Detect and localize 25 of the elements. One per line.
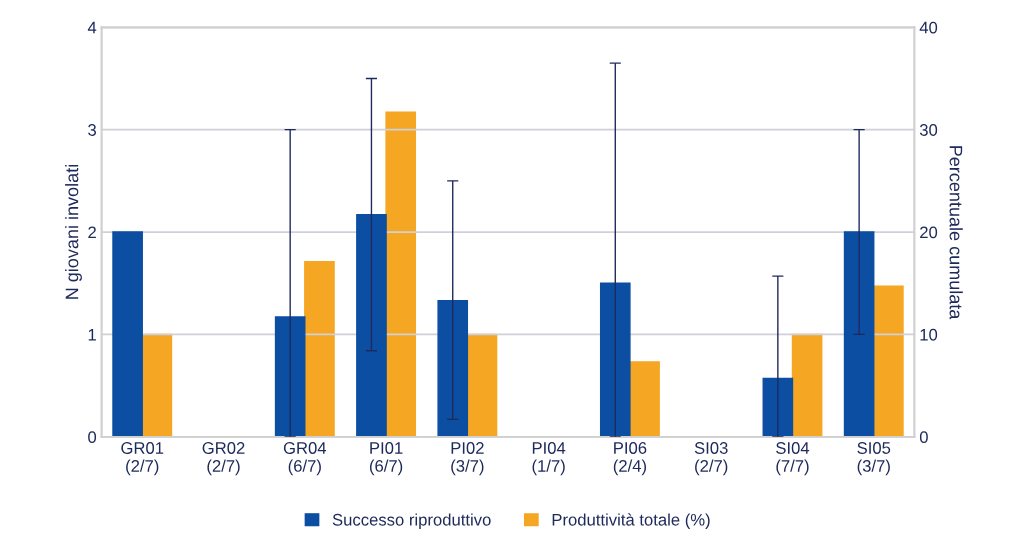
y-tick-label: 0 <box>88 431 97 443</box>
x-tick-label: SI04 (7/7) <box>776 442 810 476</box>
y2-tick-label: 40 <box>919 21 938 34</box>
x-tick-label: PI01 (6/7) <box>369 442 403 476</box>
y-tick-label: 3 <box>88 124 97 136</box>
y2-axis-title: Percentuale cumulata <box>949 146 963 320</box>
x-tick-label: PI04 (1/7) <box>532 442 566 476</box>
y2-tick-label: 10 <box>920 328 938 341</box>
legend-label: Successo riproduttivo <box>332 513 491 529</box>
y2-tick-label: 20 <box>920 226 938 239</box>
x-tick-label: GR01 (2/7) <box>121 442 164 476</box>
x-tick-label: SI05 (3/7) <box>857 442 891 476</box>
x-tick-label: GR04 (6/7) <box>283 442 327 476</box>
legend-label: Produttività totale (%) <box>552 513 710 529</box>
y2-tick-label: 30 <box>919 124 938 136</box>
y-tick-label: 2 <box>88 226 96 239</box>
y-tick-label: 1 <box>88 329 96 341</box>
y-axis-title: N giovani involati <box>65 165 82 299</box>
bar <box>599 282 631 437</box>
x-tick-label: PI06 (2/4) <box>613 442 647 476</box>
x-tick-label: SI03 (2/7) <box>694 442 728 476</box>
x-tick-label: GR02 (2/7) <box>202 442 245 476</box>
y2-tick-label: 0 <box>919 431 928 443</box>
x-tick-label: PI02 (3/7) <box>451 442 484 476</box>
y-tick-label: 4 <box>87 21 97 34</box>
